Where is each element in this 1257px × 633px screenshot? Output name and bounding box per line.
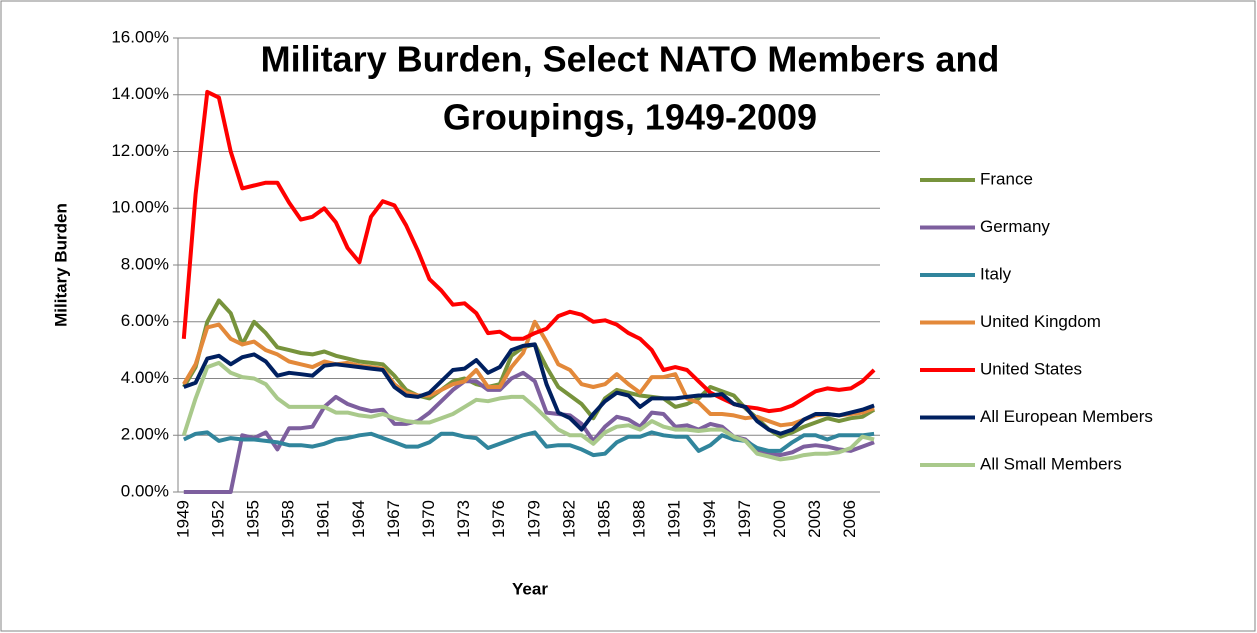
legend-label: All European Members: [980, 407, 1153, 426]
x-tick-label: 1970: [419, 500, 438, 538]
x-tick-label: 2000: [770, 500, 789, 538]
x-tick-label: 2006: [840, 500, 859, 538]
y-tick-label: 6.00%: [121, 311, 169, 330]
x-tick-label: 1997: [735, 500, 754, 538]
y-tick-label: 0.00%: [121, 481, 169, 500]
y-tick-label: 12.00%: [111, 141, 169, 160]
x-tick-label: 1982: [559, 500, 578, 538]
legend-label: Italy: [980, 264, 1012, 283]
y-tick-label: 16.00%: [111, 27, 169, 46]
legend-label: All Small Members: [980, 454, 1122, 473]
x-tick-label: 1994: [700, 500, 719, 538]
x-tick-label: 1979: [524, 500, 543, 538]
series-line: [182, 430, 875, 458]
x-tick-label: 1967: [384, 500, 403, 538]
chart-title: Groupings, 1949-2009: [443, 97, 817, 138]
x-tick-label: 1973: [454, 500, 473, 538]
chart-title: Military Burden, Select NATO Members and: [261, 39, 1000, 80]
x-axis-title: Year: [512, 579, 548, 598]
y-tick-label: 10.00%: [111, 198, 169, 217]
x-tick-label: 1976: [489, 500, 508, 538]
series-line: [183, 342, 875, 436]
x-tick-label: 1961: [314, 500, 333, 538]
y-axis-title: Military Burden: [51, 203, 70, 327]
x-tick-label: 1955: [244, 500, 263, 538]
x-tick-label: 2003: [805, 500, 824, 538]
legend-label: Germany: [980, 217, 1050, 236]
x-tick-label: 1958: [279, 500, 298, 538]
series-line: [181, 89, 876, 414]
legend-label: France: [980, 169, 1033, 188]
x-tick-label: 1952: [208, 500, 227, 538]
x-tick-label: 1949: [173, 500, 192, 538]
x-tick-label: 1964: [349, 500, 368, 538]
legend-label: United States: [980, 359, 1082, 378]
y-tick-label: 2.00%: [121, 425, 169, 444]
x-tick-label: 1988: [630, 500, 649, 538]
x-tick-label: 1985: [595, 500, 614, 538]
y-tick-label: 14.00%: [111, 84, 169, 103]
y-tick-label: 4.00%: [121, 368, 169, 387]
x-tick-label: 1991: [665, 500, 684, 538]
legend-label: United Kingdom: [980, 312, 1101, 331]
y-tick-label: 8.00%: [121, 254, 169, 273]
series-line: [181, 360, 875, 462]
